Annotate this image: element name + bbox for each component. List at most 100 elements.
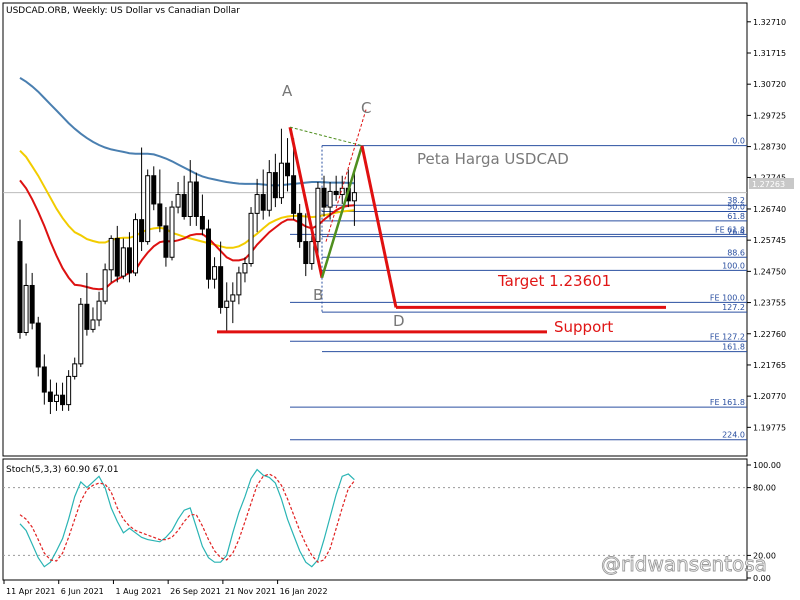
price-tick-label: 1.20770 bbox=[753, 392, 786, 401]
candle bbox=[303, 213, 309, 277]
candle bbox=[169, 200, 175, 261]
candle bbox=[351, 169, 357, 226]
price-tick-label: 1.28730 bbox=[753, 143, 786, 152]
current-price-tag: 1.27263 bbox=[752, 180, 785, 189]
candle-body-bear bbox=[35, 322, 41, 368]
leg-bc bbox=[320, 145, 364, 278]
candle bbox=[133, 213, 139, 277]
candle-body-bull bbox=[266, 172, 272, 211]
candle-body-bull bbox=[120, 247, 126, 277]
candle-body-bear bbox=[193, 181, 199, 217]
candle-body-bull bbox=[230, 294, 236, 302]
candle-body-bull bbox=[309, 241, 315, 265]
candle bbox=[145, 169, 151, 245]
candle-body-bull bbox=[90, 319, 96, 330]
price-tick-label: 1.31715 bbox=[753, 49, 786, 58]
price-tick-label: 1.19775 bbox=[753, 423, 786, 432]
candle-body-bear bbox=[29, 284, 35, 324]
candle-body-bear bbox=[333, 190, 339, 196]
candle bbox=[315, 182, 321, 261]
candle-body-bear bbox=[151, 175, 157, 205]
fib-label: 100.0 bbox=[722, 261, 745, 270]
fib-label: 61.8 bbox=[727, 212, 745, 221]
candle-body-bear bbox=[114, 237, 120, 277]
candle-body-bull bbox=[315, 187, 321, 243]
candle bbox=[309, 235, 315, 270]
fib-label: 127.2 bbox=[722, 303, 745, 312]
candle-body-bull bbox=[23, 284, 29, 334]
abcd-pattern bbox=[217, 109, 666, 334]
price-tick-label: 1.21765 bbox=[753, 361, 786, 370]
candle-body-bear bbox=[17, 241, 23, 334]
candle bbox=[278, 128, 284, 204]
candle bbox=[193, 172, 199, 226]
candle bbox=[205, 219, 211, 289]
candle bbox=[266, 160, 272, 217]
candle bbox=[248, 207, 254, 267]
pattern-ac bbox=[289, 126, 363, 147]
candle bbox=[260, 169, 266, 220]
watermark: @ridwansentosa bbox=[601, 552, 767, 576]
candle bbox=[72, 357, 78, 380]
candle bbox=[254, 178, 260, 233]
candle-body-bear bbox=[163, 225, 169, 258]
fibonacci-levels: 0.0 38.250.061.8 FE 61.876.4 88.6 100.0 FE 10… bbox=[3, 137, 747, 441]
price-tick-label: 1.24750 bbox=[753, 267, 786, 276]
candle bbox=[175, 182, 181, 214]
ma-line bbox=[19, 77, 355, 187]
fib-label: 50.0 bbox=[727, 202, 745, 211]
candle-body-bull bbox=[102, 269, 108, 302]
candle bbox=[139, 147, 145, 251]
fib-label: 38.2 bbox=[727, 196, 745, 205]
time-axis: 11 Apr 2021 6 Jun 2021 1 Aug 2021 26 Sep 20… bbox=[3, 580, 328, 596]
candle bbox=[17, 219, 23, 339]
point-b-label: B bbox=[313, 286, 323, 304]
candle-body-bull bbox=[351, 192, 357, 202]
candle bbox=[212, 257, 218, 289]
candle-body-bear bbox=[321, 187, 327, 208]
price-tick-label: 1.23755 bbox=[753, 299, 786, 308]
fib-label: FE 127.2 bbox=[710, 332, 745, 341]
candle bbox=[66, 370, 72, 411]
point-a-label: A bbox=[282, 82, 293, 100]
leg-ab bbox=[288, 126, 324, 278]
leg-cd bbox=[360, 145, 398, 308]
time-tick-label: 1 Aug 2021 bbox=[115, 587, 161, 596]
candle-body-bear bbox=[157, 203, 163, 227]
candle-body-bull bbox=[145, 175, 151, 243]
candle bbox=[272, 153, 278, 208]
fib-label: 0.0 bbox=[732, 137, 745, 146]
candle-body-bear bbox=[60, 394, 66, 406]
candle-body-bear bbox=[272, 172, 278, 199]
target-label: Target 1.23601 bbox=[497, 272, 611, 290]
candle-body-bull bbox=[169, 206, 175, 258]
stoch-main-line bbox=[19, 468, 355, 568]
candle bbox=[35, 316, 41, 377]
candle bbox=[41, 354, 47, 405]
candle bbox=[29, 272, 35, 330]
price-tick-label: 1.29725 bbox=[753, 111, 786, 120]
candle-body-bull bbox=[327, 190, 333, 208]
candle-body-bear bbox=[84, 303, 90, 330]
candle-body-bear bbox=[199, 215, 205, 230]
stochastic-title: Stoch(5,3,3) 60.90 67.01 bbox=[6, 465, 119, 475]
candle-body-bear bbox=[218, 266, 224, 308]
candle-body-bear bbox=[126, 247, 132, 274]
candle-body-bull bbox=[248, 212, 254, 265]
candle-body-bear bbox=[285, 162, 291, 177]
fib-label: 161.8 bbox=[722, 343, 745, 352]
candle bbox=[53, 382, 59, 411]
candle bbox=[60, 382, 66, 411]
candle bbox=[163, 207, 169, 267]
price-tick-label: 1.32710 bbox=[753, 18, 786, 27]
price-tick-label: 1.27745 bbox=[753, 173, 786, 182]
candle bbox=[218, 241, 224, 314]
time-tick-label: 21 Nov 2021 bbox=[225, 587, 276, 596]
candle-body-bull bbox=[133, 219, 139, 274]
candle bbox=[321, 175, 327, 217]
candle bbox=[291, 138, 297, 220]
candle-body-bull bbox=[175, 194, 181, 208]
fib-label: 76.4 bbox=[727, 228, 745, 237]
chart-title: USDCAD.ORB, Weekly: US Dollar vs Canadia… bbox=[6, 6, 240, 16]
candle-body-bull bbox=[242, 263, 248, 274]
